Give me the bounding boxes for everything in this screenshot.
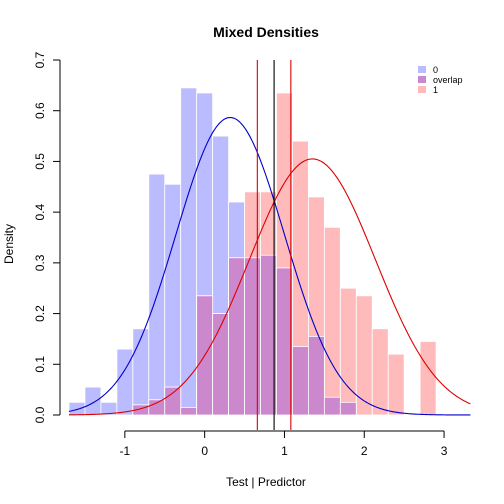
x-tick-label: 2 <box>361 444 368 458</box>
bar-overlap-bin-13 <box>276 268 292 415</box>
legend-label-2: 1 <box>433 85 438 95</box>
legend-label-1: overlap <box>433 75 463 85</box>
bar-series-1-bin-19 <box>372 329 388 415</box>
legend-swatch-2 <box>418 86 426 93</box>
bar-series-1-bin-17 <box>340 288 356 415</box>
bar-series-0-bin-6 <box>165 184 181 415</box>
chart-title: Mixed Densities <box>213 24 319 40</box>
legend-swatch-1 <box>418 76 426 83</box>
bar-series-1-bin-22 <box>420 341 436 415</box>
bar-overlap-bin-10 <box>229 258 245 415</box>
y-tick-label: 0.0 <box>33 406 47 423</box>
y-tick-label: 0.7 <box>33 51 47 68</box>
bar-series-0-bin-7 <box>181 88 197 415</box>
x-tick-label: 0 <box>201 444 208 458</box>
bar-series-0-bin-0 <box>69 402 85 415</box>
x-tick-label: 3 <box>441 444 448 458</box>
bar-overlap-bin-15 <box>308 336 324 415</box>
x-tick-label: 1 <box>281 444 288 458</box>
legend-swatch-0 <box>418 66 426 73</box>
y-tick-label: 0.5 <box>33 153 47 170</box>
y-tick-label: 0.4 <box>33 203 47 220</box>
bar-overlap-bin-7 <box>181 407 197 415</box>
y-axis-label: Density <box>2 224 16 264</box>
bar-overlap-bin-9 <box>213 314 229 415</box>
bar-overlap-bin-6 <box>165 387 181 415</box>
bar-series-0-bin-1 <box>85 387 101 415</box>
legend-label-0: 0 <box>433 65 438 75</box>
x-tick-label: -1 <box>120 444 131 458</box>
bar-overlap-bin-17 <box>340 402 356 415</box>
y-tick-label: 0.6 <box>33 102 47 119</box>
bar-overlap-bin-16 <box>324 397 340 415</box>
bar-overlap-bin-11 <box>245 258 261 415</box>
x-axis-label: Test | Predictor <box>226 475 306 489</box>
bar-series-1-bin-20 <box>388 354 404 415</box>
bar-overlap-bin-14 <box>292 347 308 415</box>
y-tick-label: 0.2 <box>33 305 47 322</box>
bar-series-0-bin-4 <box>133 329 149 415</box>
bar-overlap-bin-5 <box>149 400 165 415</box>
y-tick-label: 0.1 <box>33 356 47 373</box>
bar-series-1-bin-16 <box>324 227 340 415</box>
y-tick-label: 0.3 <box>33 254 47 271</box>
